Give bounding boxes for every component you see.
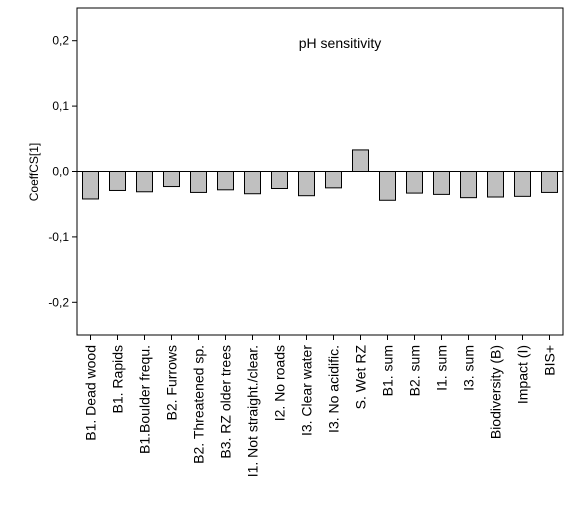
x-category-label: Impact (I)	[515, 345, 531, 404]
bar	[82, 171, 99, 200]
bars	[82, 149, 558, 201]
x-category-label: I3. No acidific.	[326, 345, 342, 433]
bar	[541, 171, 558, 193]
bar	[298, 171, 315, 197]
y-tick-label: -0,1	[48, 230, 69, 244]
x-category-label: I2. No roads	[272, 345, 288, 421]
x-category-label: B2. sum	[407, 345, 423, 396]
x-category-label: B3. RZ older trees	[218, 345, 234, 459]
x-category-label: I1. sum	[434, 345, 450, 391]
bar	[109, 171, 126, 191]
x-category-label: B1.Boulder frequ.	[137, 345, 153, 454]
bar	[460, 171, 477, 199]
chart-title: pH sensitivity	[299, 35, 381, 51]
bar	[163, 171, 180, 188]
bar	[217, 171, 234, 191]
x-axis-ticks: B1. Dead wood B1. Rapids B1.Boulder frequ.…	[83, 335, 558, 477]
bar	[352, 149, 369, 172]
y-axis-title: CoeffCS[1]	[27, 143, 41, 201]
bar	[190, 171, 207, 193]
y-tick-label: 0,0	[52, 165, 69, 179]
bar	[244, 171, 261, 195]
bar	[487, 171, 504, 198]
y-tick-label: -0,2	[48, 295, 69, 309]
bar	[325, 171, 342, 189]
x-category-label: Biodiversity (B)	[488, 345, 504, 439]
bar	[271, 171, 288, 190]
y-axis-ticks: 0,2 0,1 0,0 -0,1 -0,2	[48, 34, 77, 309]
x-category-label: B1. Rapids	[110, 345, 126, 413]
bar	[514, 171, 531, 197]
x-category-label: B1. Dead wood	[83, 345, 99, 441]
x-category-label: B1. sum	[380, 345, 396, 396]
bar	[379, 171, 396, 201]
x-category-label: BIS+	[542, 345, 558, 376]
y-tick-label: 0,2	[52, 34, 69, 48]
x-category-label: I1. Not straight./clear.	[245, 345, 261, 477]
bar	[406, 171, 423, 194]
x-category-label: B2. Furrows	[164, 345, 180, 420]
x-category-label: I3. sum	[461, 345, 477, 391]
y-tick-label: 0,1	[52, 99, 69, 113]
bar	[433, 171, 450, 195]
x-category-label: I3. Clear water	[299, 345, 315, 436]
x-category-label: B2. Threatened sp.	[191, 345, 207, 464]
bar	[136, 171, 153, 193]
x-category-label: S. Wet RZ	[353, 345, 369, 410]
